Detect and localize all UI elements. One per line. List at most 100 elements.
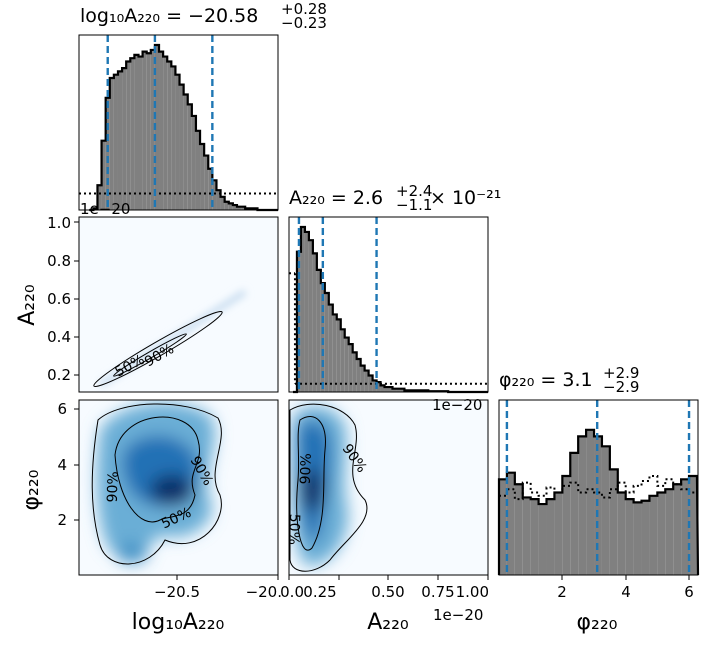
histogram-bar [506,472,515,575]
xtick-label: 0.50 [371,583,404,601]
histogram-bar [546,499,555,575]
histogram-bar [212,180,217,210]
ytick-label: 0.8 [47,252,71,270]
histogram-bar [204,155,209,210]
ytick-label: 1.0 [47,214,71,232]
contour-label-90-left: 90% [298,453,315,485]
contour-50-ellipse [113,333,187,377]
density-ridge [98,289,247,388]
histogram-bar [300,227,305,392]
ytick-label: 6 [57,400,67,418]
xtick-label: −20.5 [154,583,200,601]
ytick-label: 0.4 [47,328,71,346]
histogram-bar [396,388,401,392]
histogram-bar [625,499,634,575]
histogram-bar [200,144,205,210]
histogram-bar [641,500,650,575]
histogram-bar [312,253,317,392]
contour-50 [114,416,200,523]
histogram-bar [384,387,389,392]
histogram-bar [388,387,393,392]
histogram-bar [499,479,507,575]
x-axis-label-A: A₂₂₀ [367,610,409,635]
panel-frame [288,216,489,393]
histogram-bar [633,502,642,575]
histogram-bar [105,97,110,210]
xtick-label: 6 [684,583,694,601]
contour-label-90-left: 90% [105,471,122,503]
density-lower-blob [116,543,148,563]
histogram-bar [340,329,345,392]
density-A-phi-panel: 90% 90% 50% [288,399,489,576]
contour-90 [289,403,368,572]
panel-frame [498,399,699,576]
histogram-bar [308,240,313,392]
histogram-bar [601,446,610,575]
histogram-bar [316,269,321,392]
title-hist-A-sub: −1.1 [396,196,432,214]
histogram-bar [130,58,135,211]
histogram-bar [328,304,333,392]
ytick-label: 4 [57,456,67,474]
histogram-bar [109,78,114,210]
xtick-label: 1.00 [456,583,489,601]
histogram-bar [216,190,221,210]
histogram-bar [154,45,160,210]
histogram-bar [163,56,168,210]
histogram-bar [183,94,188,210]
histogram-bar [101,140,106,210]
histogram-bar [134,54,139,211]
histogram-bar [122,68,127,210]
histogram-bar [617,492,626,575]
offset-text-hist2: 1e−20 [432,396,482,414]
histogram-bar [689,476,697,575]
histogram-bar [562,476,571,575]
histogram-bar [400,388,405,392]
histogram-bar [138,56,143,210]
y-axis-label-phi: φ₂₂₀ [19,469,44,510]
histogram-bar [208,168,213,210]
histogram-bar [191,115,196,210]
histogram-bar [167,61,172,210]
contour-50 [296,416,326,551]
title-hist-A-tail: × 10⁻²¹ [430,187,501,209]
prior-line [499,475,698,501]
contour-90-ellipse [93,311,223,387]
histogram-bar [113,74,118,210]
histogram-bar [117,71,123,211]
xtick-label: 0.75 [421,583,454,601]
histogram-bar [195,130,201,210]
histogram-bar [586,429,595,575]
histogram-bar [344,337,349,392]
histogram-bar [570,452,579,575]
histogram-bar [657,492,666,575]
panel-frame [78,216,279,393]
histogram-bar [530,499,539,575]
histogram-bar [673,484,682,575]
x-axis-label-log10A: log₁₀A₂₂₀ [132,610,225,635]
density-bg [79,217,278,392]
histogram-bar [649,495,658,575]
histogram-bar [538,504,547,575]
xtick-label: −20. [246,583,282,601]
histogram-phi-panel [497,399,700,576]
histogram-bar [356,359,361,392]
histogram-bar [376,382,381,392]
histogram-bar [522,497,531,575]
density-log10A-phi-panel: 90% 90% 50% [78,399,279,576]
x-axis-log10A: −20.5 −20. log₁₀A₂₂₀ [132,575,282,635]
histogram-bar [304,231,309,392]
contour-90 [91,403,222,565]
y-axis-label-A: A₂₂₀ [15,284,40,326]
density-log10A-A-panel: 50% 90% [78,216,279,393]
histogram-bar [665,489,674,575]
histogram-bar [348,344,353,392]
ytick-label: 0.2 [47,366,71,384]
density-core [300,468,324,512]
xtick-label: 0.0 [280,583,304,601]
histogram-bar [224,201,229,210]
histogram-bar [228,203,233,210]
title-hist-phi-sup: +2.9 [603,364,639,382]
xtick-label: 0.25 [303,583,336,601]
